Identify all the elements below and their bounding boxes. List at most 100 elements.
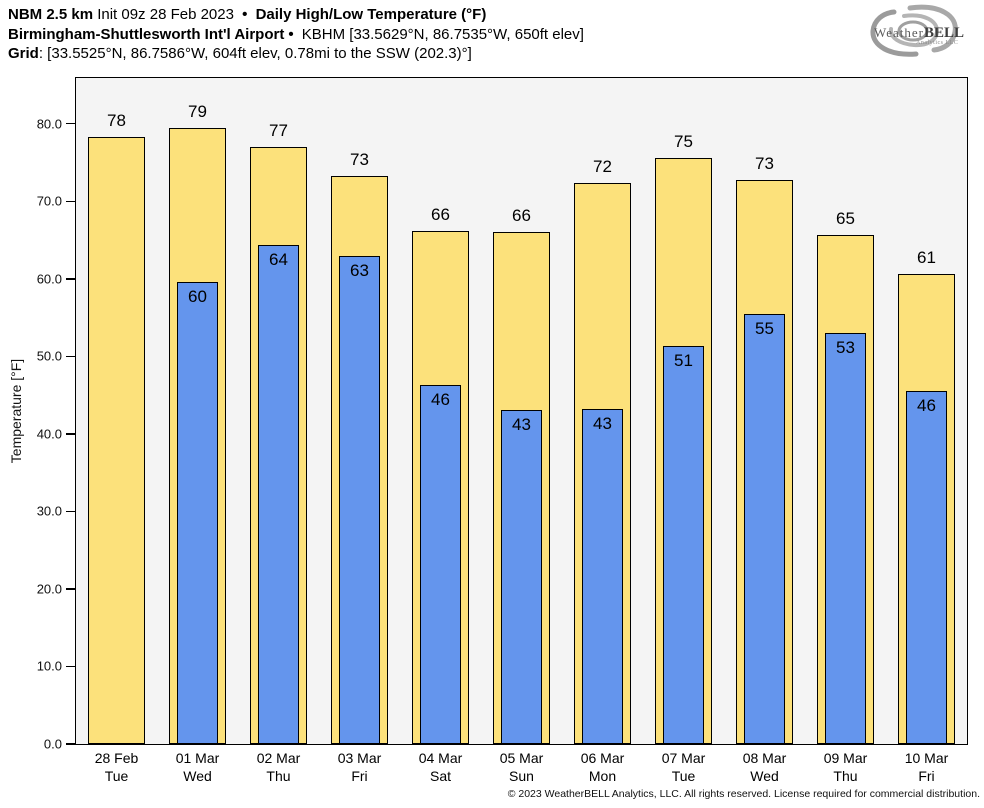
x-tick-date: 01 Mar: [175, 750, 220, 766]
high-value-label: 79: [188, 102, 207, 122]
x-tick-day: Tue: [104, 768, 129, 784]
product-title: Daily High/Low Temperature (°F): [251, 6, 487, 23]
y-tick-label: 70.0: [36, 193, 62, 209]
x-tick-day: Thu: [266, 768, 291, 784]
plot-area: Temperature [°F] 0.0 10.0 20.0 30.0 40.0 50.0…: [8, 77, 968, 784]
grid-meta: : [33.5525°N, 86.7586°W, 604ft elev, 0.7…: [38, 45, 472, 62]
low-value-label: 53: [836, 338, 855, 358]
low-value-label: 64: [269, 249, 288, 269]
x-tick-label: 08 Mar Wed: [743, 749, 787, 785]
header-line-1: NBM 2.5 km Init 09z 28 Feb 2023 • Daily …: [8, 5, 584, 25]
high-value-label: 75: [674, 131, 693, 151]
x-tick-label: 01 Mar Wed: [176, 749, 220, 785]
high-value-label: 73: [350, 150, 369, 170]
low-value-label: 43: [593, 414, 612, 434]
y-tick-label: 50.0: [36, 348, 62, 364]
y-tick-label: 10.0: [36, 658, 62, 674]
x-tick-date: 02 Mar: [256, 750, 301, 766]
logo-bell-text: BELL: [923, 25, 965, 41]
x-tick-label: 02 Mar Thu: [257, 749, 301, 785]
x-tick-date: 04 Mar: [418, 750, 463, 766]
logo-subtext: Analytics LLC: [916, 40, 959, 46]
y-tick-mark: [66, 743, 75, 745]
y-tick-mark: [66, 433, 75, 435]
y-tick-label: 60.0: [36, 271, 62, 287]
x-tick-label: 06 Mar Mon: [581, 749, 625, 785]
y-tick-label: 80.0: [36, 116, 62, 132]
low-bar: [582, 409, 623, 744]
logo-wordmark: WeatherBELL: [874, 25, 964, 42]
high-bar: [88, 136, 145, 744]
y-tick-label: 40.0: [36, 426, 62, 442]
init-time: Init 09z 28 Feb 2023: [93, 6, 239, 23]
low-bar: [177, 281, 218, 744]
x-tick-day: Tue: [671, 768, 696, 784]
y-tick-label: 30.0: [36, 503, 62, 519]
high-value-label: 78: [107, 110, 126, 130]
y-tick-label: 20.0: [36, 581, 62, 597]
low-value-label: 63: [350, 260, 369, 280]
high-value-label: 66: [431, 204, 450, 224]
high-value-label: 73: [755, 153, 774, 173]
x-tick-day: Wed: [183, 768, 212, 784]
x-tick-day: Thu: [833, 768, 858, 784]
x-tick-date: 09 Mar: [823, 750, 868, 766]
low-value-label: 43: [512, 414, 531, 434]
y-tick-mark: [66, 278, 75, 280]
x-tick-label: 07 Mar Tue: [662, 749, 706, 785]
x-tick-label: 05 Mar Sun: [500, 749, 544, 785]
low-value-label: 46: [431, 390, 450, 410]
x-tick-day: Mon: [588, 768, 617, 784]
low-value-label: 60: [188, 286, 207, 306]
y-tick-mark: [66, 665, 75, 668]
y-tick-mark: [66, 200, 75, 203]
low-bar: [825, 333, 866, 744]
x-tick-date: 08 Mar: [742, 750, 787, 766]
low-value-label: 55: [755, 319, 774, 339]
low-bar: [258, 244, 299, 744]
high-value-label: 65: [836, 208, 855, 228]
low-bar: [906, 391, 947, 744]
station-meta: KBHM [33.5629°N, 86.7535°W, 650ft elev]: [297, 25, 584, 43]
grid-label: Grid: [8, 45, 39, 62]
y-tick-label: 0.0: [43, 736, 62, 752]
x-tick-label: 28 Feb Tue: [95, 749, 139, 785]
header-line-3: Grid: [33.5525°N, 86.7586°W, 604ft elev,…: [8, 44, 584, 64]
x-tick-date: 03 Mar: [337, 750, 382, 766]
y-tick-mark: [66, 588, 75, 590]
header-line-2: Birmingham-Shuttlesworth Int'l Airport • …: [8, 25, 584, 45]
x-tick-label: 10 Mar Fri: [905, 749, 949, 785]
x-tick-day: Fri: [918, 768, 935, 784]
high-value-label: 66: [512, 206, 531, 226]
y-tick-mark: [66, 510, 75, 513]
low-bar: [663, 346, 704, 744]
x-tick-date: 05 Mar: [499, 750, 544, 766]
x-tick-date: 07 Mar: [661, 750, 706, 766]
station-name: Birmingham-Shuttlesworth Int'l Airport: [8, 25, 285, 43]
x-tick-day: Sat: [429, 768, 452, 784]
x-tick-date: 06 Mar: [580, 750, 625, 766]
low-bar: [420, 385, 461, 744]
high-value-label: 61: [917, 248, 936, 268]
x-tick-date: 28 Feb: [94, 750, 139, 766]
high-value-label: 72: [593, 157, 612, 177]
chart-header: NBM 2.5 km Init 09z 28 Feb 2023 • Daily …: [8, 5, 584, 64]
high-value-label: 77: [269, 121, 288, 140]
x-tick-day: Wed: [750, 768, 779, 784]
low-bar: [339, 255, 380, 744]
y-tick-mark: [66, 355, 75, 358]
y-axis-title: Temperature [°F]: [8, 358, 24, 464]
y-tick-mark: [66, 122, 75, 125]
x-tick-day: Fri: [351, 768, 368, 784]
low-bar: [501, 409, 542, 744]
copyright-notice: © 2023 WeatherBELL Analytics, LLC. All r…: [507, 788, 980, 800]
weatherbell-logo: WeatherBELL Analytics LLC: [852, 2, 974, 58]
x-tick-date: 10 Mar: [904, 750, 949, 766]
bullet-separator: •: [242, 6, 248, 23]
bullet-separator: •: [288, 25, 294, 43]
x-tick-label: 03 Mar Fri: [338, 749, 382, 785]
logo-weather-text: Weather: [874, 25, 924, 40]
x-tick-label: 09 Mar Thu: [824, 749, 868, 785]
x-tick-day: Sun: [509, 768, 534, 784]
